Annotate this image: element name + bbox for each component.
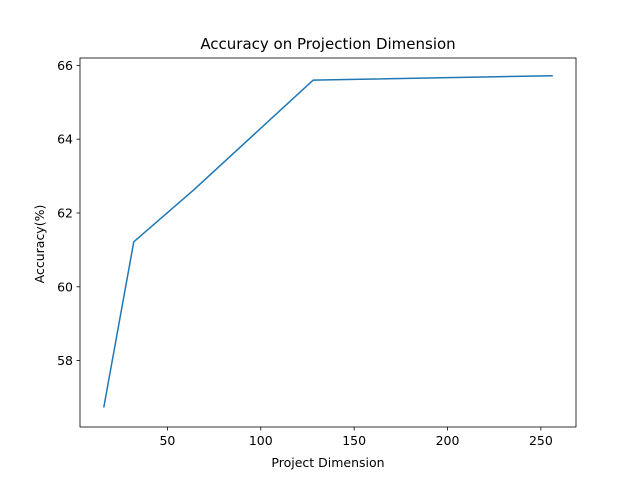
y-tick-label: 60 xyxy=(57,279,73,294)
chart-title: Accuracy on Projection Dimension xyxy=(200,35,455,53)
x-tick-label: 200 xyxy=(436,433,460,448)
y-tick-label: 64 xyxy=(57,132,73,147)
y-axis-label: Accuracy(%) xyxy=(32,205,47,284)
x-tick-label: 250 xyxy=(529,433,553,448)
y-tick-label: 58 xyxy=(57,353,73,368)
x-tick-label: 150 xyxy=(342,433,366,448)
x-tick-label: 50 xyxy=(159,433,175,448)
x-tick-label: 100 xyxy=(249,433,273,448)
y-tick-label: 62 xyxy=(57,205,73,220)
x-axis-label: Project Dimension xyxy=(271,455,384,470)
y-tick-label: 66 xyxy=(57,58,73,73)
